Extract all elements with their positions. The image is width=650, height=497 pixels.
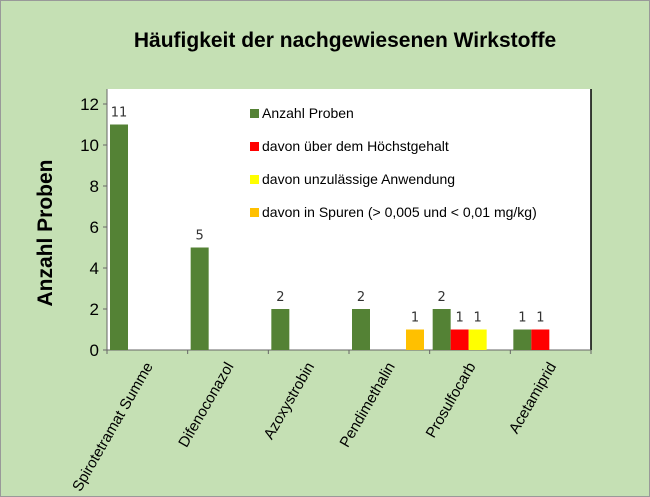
bar: [352, 309, 370, 350]
data-label: 2: [438, 290, 446, 305]
y-tick-label: 8: [90, 177, 99, 196]
chart-title: Häufigkeit der nachgewiesenen Wirkstoffe: [133, 29, 557, 52]
y-tick-label: 6: [90, 218, 99, 237]
data-label: 1: [411, 311, 419, 326]
legend-swatch: [250, 109, 259, 118]
legend-label: davon unzulässige Anwendung: [262, 171, 455, 187]
bar: [271, 309, 290, 350]
bar: [450, 329, 469, 350]
data-label: 1: [474, 311, 482, 326]
legend-label: Anzahl Proben: [262, 105, 354, 121]
y-tick-label: 0: [90, 341, 99, 360]
x-tick-label: Difenoconazol: [175, 360, 237, 451]
x-tick-label: Azoxystrobin: [260, 360, 318, 443]
bar: [513, 329, 532, 350]
y-tick-label: 10: [80, 136, 99, 155]
x-tick-label: Acetamiprid: [506, 360, 560, 437]
data-label: 2: [276, 290, 284, 305]
y-tick-label: 12: [80, 95, 99, 114]
legend-swatch: [250, 142, 259, 151]
bar: [406, 329, 424, 350]
x-tick-label: Prosulfocarb: [423, 360, 480, 441]
bar: [432, 309, 451, 350]
y-tick-label: 2: [90, 300, 99, 319]
data-label: 5: [196, 229, 204, 244]
bar: [110, 124, 128, 350]
legend-label: davon über dem Höchstgehalt: [262, 138, 449, 154]
legend-swatch: [250, 175, 259, 184]
data-label: 2: [357, 290, 365, 305]
data-label: 1: [536, 311, 544, 326]
bar: [468, 329, 487, 350]
bar: [190, 247, 209, 350]
legend-label: davon in Spuren (> 0,005 und < 0,01 mg/k…: [262, 204, 537, 220]
plot-area: [107, 89, 591, 350]
x-tick-label: Pendimethalin: [337, 360, 399, 451]
legend-swatch: [250, 208, 259, 217]
data-label: 1: [518, 311, 526, 326]
bar: [531, 329, 550, 350]
data-label: 1: [456, 311, 464, 326]
x-tick-label: Spirotetramat Summe: [69, 360, 157, 495]
y-tick-label: 4: [90, 259, 99, 278]
data-label: 11: [111, 106, 128, 121]
